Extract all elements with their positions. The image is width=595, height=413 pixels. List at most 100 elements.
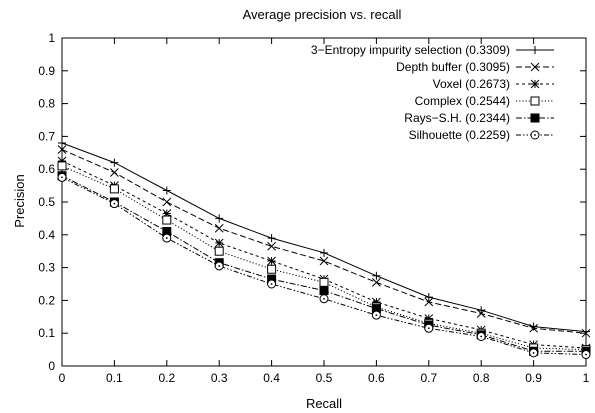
legend-item: Complex (0.2544)	[415, 94, 554, 108]
series-line	[61, 142, 587, 333]
data-point	[424, 323, 434, 333]
data-point	[476, 331, 486, 341]
data-point	[267, 234, 276, 243]
data-point	[110, 158, 119, 167]
data-point	[109, 199, 119, 209]
x-tick-label: 0.6	[368, 371, 385, 385]
data-point	[372, 271, 381, 280]
data-point	[162, 215, 172, 225]
y-tick-label: 0.9	[38, 64, 55, 78]
data-point	[57, 172, 67, 182]
legend-item: Rays−S.H. (0.2344)	[404, 111, 554, 125]
series-2	[57, 145, 591, 338]
y-tick-label: 0.2	[38, 293, 55, 307]
legend-marker	[530, 96, 540, 106]
data-point	[529, 322, 538, 331]
data-point	[529, 323, 538, 333]
legend-marker	[530, 62, 540, 72]
legend-label: Depth buffer (0.3095)	[396, 60, 510, 74]
x-tick-label: 0.5	[316, 371, 333, 385]
legend-label: Silhouette (0.2259)	[409, 128, 510, 142]
series-5	[57, 171, 591, 356]
x-tick-label: 0.4	[263, 371, 280, 385]
data-point	[162, 233, 172, 243]
legend: 3−Entropy impurity selection (0.3309) Dep…	[311, 43, 554, 142]
data-point	[319, 286, 329, 296]
y-axis-label: Precision	[12, 174, 27, 227]
data-point	[110, 168, 119, 177]
y-tick-label: 0.5	[38, 195, 55, 209]
data-point	[109, 184, 119, 194]
data-point	[372, 278, 381, 287]
data-point	[319, 277, 329, 287]
legend-marker	[530, 130, 540, 140]
data-point	[424, 314, 434, 323]
data-point	[267, 279, 277, 289]
y-tick-label: 0.3	[38, 261, 55, 275]
data-point	[162, 197, 172, 207]
data-point	[162, 209, 172, 218]
legend-item: Voxel (0.2673)	[433, 77, 554, 91]
data-point	[529, 348, 539, 358]
data-point	[58, 138, 66, 147]
x-tick-label: 0	[59, 371, 66, 385]
series-line	[61, 149, 587, 334]
y-tick-label: 0.8	[38, 97, 55, 111]
x-tick-label: 0.1	[106, 371, 123, 385]
data-point	[319, 256, 329, 266]
data-point	[320, 248, 328, 257]
data-point	[581, 328, 591, 338]
series-6	[57, 172, 591, 360]
legend-label: Complex (0.2544)	[415, 94, 510, 108]
axis-ticks: 0 0.1 0.2 0.3 0.4 0.5 0.6 0.7 0.8 0.9 1 0 0.1 0.2 0.3 0…	[38, 31, 589, 385]
y-tick-label: 0	[48, 359, 55, 373]
x-tick-label: 0.8	[473, 371, 490, 385]
series-line	[61, 165, 587, 351]
data-point	[581, 350, 591, 360]
series-4	[57, 161, 591, 355]
data-point	[57, 145, 67, 154]
legend-marker	[530, 79, 540, 89]
y-tick-label: 1	[48, 31, 55, 45]
x-tick-label: 1	[583, 371, 590, 385]
x-tick-label: 0.7	[420, 371, 437, 385]
y-tick-label: 0.4	[38, 228, 55, 242]
legend-item: 3−Entropy impurity selection (0.3309)	[311, 43, 554, 57]
x-tick-label: 0.2	[158, 371, 175, 385]
data-point	[372, 297, 381, 307]
data-point	[267, 264, 277, 274]
data-point	[214, 238, 224, 248]
series-line	[61, 175, 586, 352]
data-point	[424, 297, 434, 307]
legend-item: Depth buffer (0.3095)	[396, 60, 554, 74]
data-point	[424, 293, 433, 302]
data-point	[214, 246, 224, 256]
data-point	[371, 310, 381, 320]
data-point	[319, 294, 329, 304]
legend-marker	[531, 46, 539, 54]
x-tick-label: 0.3	[211, 371, 228, 385]
series-1	[58, 138, 590, 336]
y-tick-label: 0.1	[38, 326, 55, 340]
x-axis-label: Recall	[306, 396, 342, 411]
legend-item: Silhouette (0.2259)	[409, 128, 554, 142]
y-tick-label: 0.7	[38, 129, 55, 143]
data-point	[57, 156, 67, 166]
series-layer	[57, 138, 591, 360]
legend-marker	[530, 113, 540, 123]
data-point	[57, 161, 67, 171]
legend-label: Voxel (0.2673)	[433, 77, 510, 91]
data-point	[267, 241, 276, 251]
x-tick-label: 0.9	[525, 371, 542, 385]
data-point	[582, 327, 590, 336]
legend-label: 3−Entropy impurity selection (0.3309)	[311, 43, 510, 57]
legend-label: Rays−S.H. (0.2344)	[404, 111, 510, 125]
y-tick-label: 0.6	[38, 162, 55, 176]
data-point	[267, 256, 276, 266]
data-point	[215, 214, 224, 223]
data-point	[162, 186, 171, 195]
data-point	[214, 223, 224, 233]
data-point	[476, 309, 486, 318]
data-point	[214, 261, 224, 271]
